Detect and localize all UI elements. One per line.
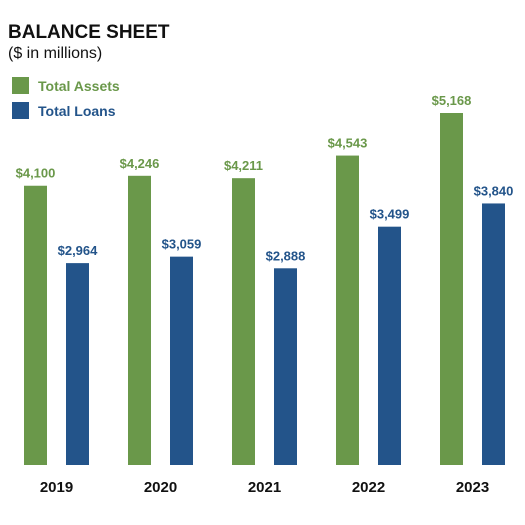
data-label-assets-2019: $4,100 <box>16 166 56 181</box>
bar-loans-2023 <box>482 203 505 465</box>
bar-assets-2022 <box>336 155 359 466</box>
data-label-loans-2021: $2,888 <box>266 248 306 263</box>
data-label-loans-2020: $3,059 <box>162 237 202 252</box>
legend: Total Assets Total Loans <box>12 77 120 119</box>
data-label-assets-2020: $4,246 <box>120 156 160 171</box>
bars <box>24 113 505 466</box>
bar-assets-2021 <box>232 178 255 465</box>
legend-label-total-loans: Total Loans <box>38 103 116 119</box>
bar-assets-2019 <box>24 185 47 465</box>
data-label-assets-2022: $4,543 <box>328 136 368 151</box>
bar-loans-2019 <box>66 263 89 465</box>
legend-swatch-total-assets <box>12 77 29 94</box>
x-tick-2020: 2020 <box>144 479 177 496</box>
bar-loans-2022 <box>378 226 401 465</box>
bar-assets-2023 <box>440 113 463 465</box>
bar-assets-2020 <box>128 175 151 465</box>
data-label-loans-2023: $3,840 <box>474 183 514 198</box>
bar-loans-2021 <box>274 268 297 465</box>
data-label-loans-2019: $2,964 <box>58 243 99 258</box>
legend-swatch-total-loans <box>12 102 29 119</box>
chart-title: BALANCE SHEET <box>8 22 170 43</box>
x-tick-2022: 2022 <box>352 479 385 496</box>
x-tick-2019: 2019 <box>40 479 73 496</box>
data-label-assets-2021: $4,211 <box>224 158 263 173</box>
chart-subtitle: ($ in millions) <box>8 45 102 62</box>
legend-label-total-assets: Total Assets <box>38 78 120 94</box>
x-tick-2023: 2023 <box>456 479 489 496</box>
x-axis: 2019 2020 2021 2022 2023 <box>40 479 489 496</box>
data-label-loans-2022: $3,499 <box>370 207 410 222</box>
data-label-assets-2023: $5,168 <box>432 93 472 108</box>
data-labels: $4,100 $2,964 $4,246 $3,059 $4,211 $2,888 $4,5… <box>16 93 514 263</box>
bar-loans-2020 <box>170 256 193 465</box>
x-tick-2021: 2021 <box>248 479 281 496</box>
